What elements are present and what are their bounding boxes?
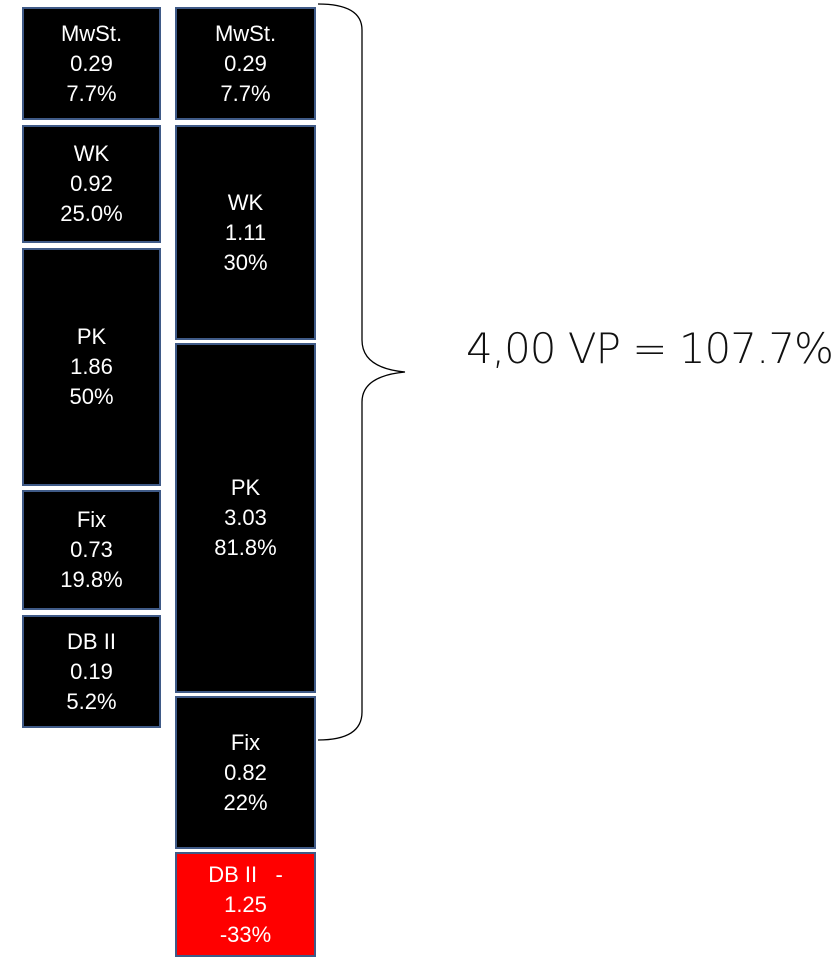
- total-label: 4,00 VP = 107.7%: [466, 324, 834, 373]
- curly-brace-path: [317, 3, 406, 741]
- left-block-mwst-value: 0.29: [70, 50, 113, 76]
- right-block-pk-name: PK: [230, 475, 261, 500]
- right-block-db2-value: 1.25: [224, 891, 267, 917]
- right-block-mwst-name: MwSt.: [214, 20, 277, 46]
- right-block-fix-percent: 22%: [223, 789, 268, 815]
- right-block-mwst-value: 0.29: [224, 50, 267, 76]
- left-block-fix-percent: 19.8%: [60, 567, 123, 592]
- right-block-db2-percent: -33%: [219, 921, 272, 947]
- left-block-wk-name: WK: [73, 141, 110, 166]
- left-block-fix-name: Fix: [76, 507, 107, 532]
- left-block-db2-name: DB II: [67, 628, 116, 654]
- left-block-fix-value: 0.73: [70, 537, 113, 562]
- left-block-mwst-percent: 7.7%: [66, 80, 117, 106]
- right-block-db2: DB II - 1.25 -33%: [175, 852, 316, 957]
- right-block-pk-percent: 81.8%: [214, 535, 277, 560]
- left-block-db2-percent: 5.2%: [66, 688, 117, 714]
- right-block-fix: Fix 0.82 22%: [175, 696, 316, 849]
- left-block-pk-percent: 50%: [69, 384, 114, 409]
- left-block-db2: DB II 0.19 5.2%: [22, 615, 161, 728]
- right-block-wk-name: WK: [227, 189, 264, 215]
- left-block-wk: WK 0.92 25.0%: [22, 125, 161, 243]
- right-block-pk-value: 3.03: [224, 505, 267, 530]
- left-block-pk-name: PK: [76, 324, 107, 349]
- right-block-pk: PK 3.03 81.8%: [175, 343, 316, 693]
- left-block-db2-value: 0.19: [70, 658, 113, 684]
- left-block-pk: PK 1.86 50%: [22, 248, 161, 486]
- left-block-wk-percent: 25.0%: [60, 201, 123, 226]
- right-block-fix-name: Fix: [230, 729, 261, 755]
- left-block-wk-value: 0.92: [70, 171, 113, 196]
- right-block-db2-name: DB II -: [208, 861, 283, 887]
- right-block-wk: WK 1.11 30%: [175, 125, 316, 340]
- right-block-wk-percent: 30%: [223, 249, 268, 275]
- left-block-mwst: MwSt. 0.29 7.7%: [22, 7, 161, 120]
- left-block-pk-value: 1.86: [70, 354, 113, 379]
- right-block-mwst-percent: 7.7%: [220, 80, 271, 106]
- right-block-fix-value: 0.82: [224, 759, 267, 785]
- left-block-mwst-name: MwSt.: [60, 20, 123, 46]
- right-block-mwst: MwSt. 0.29 7.7%: [175, 7, 316, 120]
- left-block-fix: Fix 0.73 19.8%: [22, 490, 161, 610]
- right-block-wk-value: 1.11: [224, 219, 267, 245]
